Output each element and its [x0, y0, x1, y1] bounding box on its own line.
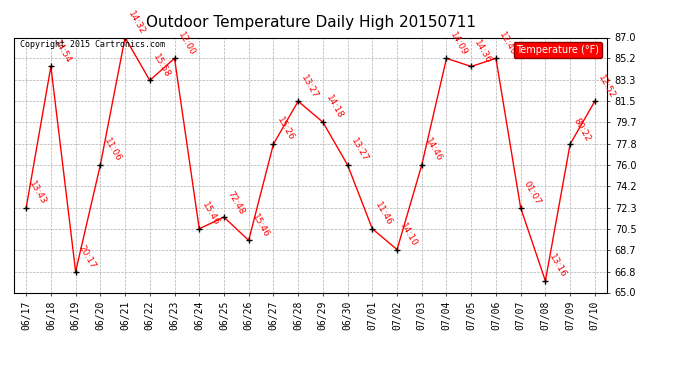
Text: 11:06: 11:06: [101, 137, 122, 164]
Text: 15:58: 15:58: [151, 52, 172, 79]
Text: 14:54: 14:54: [52, 38, 73, 65]
Text: 13:27: 13:27: [299, 73, 320, 100]
Text: 13:43: 13:43: [28, 180, 48, 207]
Text: 14:10: 14:10: [398, 221, 419, 248]
Text: Outdoor Temperature Daily High 20150711: Outdoor Temperature Daily High 20150711: [146, 15, 475, 30]
Text: 15:26: 15:26: [275, 116, 295, 143]
Text: 13:27: 13:27: [349, 137, 370, 164]
Text: 14:36: 14:36: [473, 38, 493, 65]
Text: 11:46: 11:46: [374, 201, 395, 227]
Text: 14:18: 14:18: [324, 94, 345, 121]
Text: 13:16: 13:16: [546, 253, 567, 279]
Text: 01:07: 01:07: [522, 180, 543, 207]
Text: 14:46: 14:46: [423, 137, 444, 164]
Text: 14:32: 14:32: [126, 9, 147, 36]
Text: 15:46: 15:46: [201, 201, 221, 227]
Text: 72:48: 72:48: [226, 189, 246, 216]
Text: 80:22: 80:22: [571, 116, 592, 143]
Text: 14:09: 14:09: [448, 30, 469, 57]
Text: 12:40: 12:40: [497, 30, 518, 57]
Text: 12:52: 12:52: [596, 73, 617, 100]
Text: 15:46: 15:46: [250, 212, 270, 239]
Text: Copyright 2015 Cartronics.com: Copyright 2015 Cartronics.com: [20, 40, 165, 49]
Legend: Temperature (°F): Temperature (°F): [513, 42, 602, 58]
Text: 12:00: 12:00: [176, 30, 197, 57]
Text: 20:17: 20:17: [77, 243, 98, 270]
